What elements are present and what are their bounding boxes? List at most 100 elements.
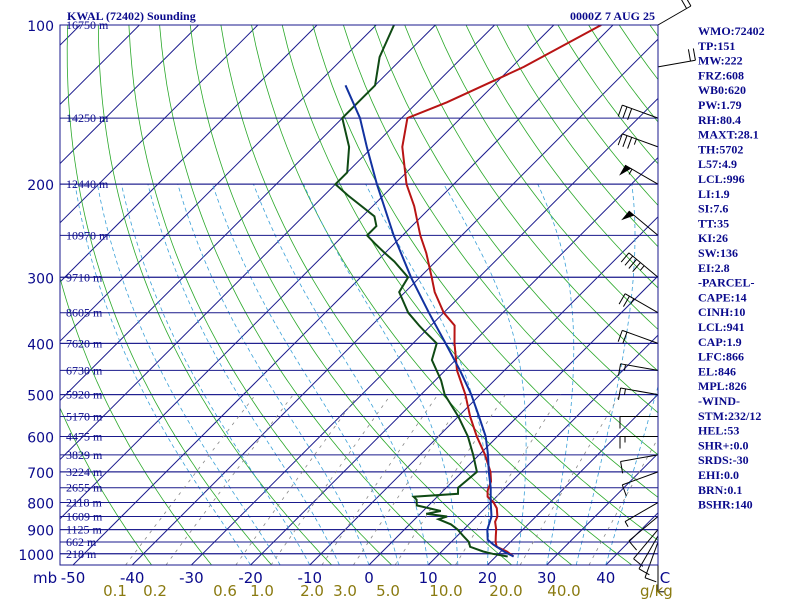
pressure-tick-label: 1000 bbox=[18, 548, 54, 564]
moist-adiabat-line bbox=[97, 184, 281, 565]
dry-adiabat-line bbox=[742, 25, 800, 565]
index-value: SI:7.6 bbox=[698, 202, 728, 216]
index-value: CINH:10 bbox=[698, 305, 745, 319]
dry-adiabat-line bbox=[220, 25, 573, 565]
wind-barb bbox=[617, 133, 659, 149]
mixing-ratio-tick-label: 1.0 bbox=[250, 582, 274, 600]
height-label: 5170 m bbox=[66, 410, 103, 424]
temperature-tick-label: 40 bbox=[596, 569, 615, 587]
isotherm-line bbox=[131, 38, 658, 565]
index-value: L57:4.9 bbox=[698, 157, 737, 171]
height-label: 5920 m bbox=[66, 388, 103, 402]
moist-adiabat-line bbox=[575, 184, 636, 565]
index-value: SRDS:-30 bbox=[698, 453, 749, 467]
dry-adiabat-line bbox=[66, 25, 272, 565]
index-value: -PARCEL- bbox=[698, 276, 754, 290]
wind-barb bbox=[619, 164, 659, 185]
isotherm-line bbox=[60, 25, 199, 165]
index-value: TH:5702 bbox=[698, 142, 743, 156]
sounding-traces bbox=[333, 25, 602, 558]
dry-adiabat-line bbox=[60, 276, 212, 565]
wind-barb bbox=[657, 48, 696, 68]
index-value: BRN:0.1 bbox=[698, 483, 742, 497]
wind-barb bbox=[657, 0, 692, 26]
mixing-ratio-tick-label: 0.6 bbox=[213, 582, 237, 600]
temperature-tick-label: -50 bbox=[61, 569, 86, 587]
wind-barb bbox=[619, 416, 658, 429]
pressure-tick-label: 900 bbox=[27, 524, 54, 540]
mixing-ratio-line bbox=[353, 394, 468, 565]
index-value: BSHR:140 bbox=[698, 498, 753, 512]
temperature-tick-label: -10 bbox=[298, 569, 323, 587]
temperature-tick-label: -30 bbox=[179, 569, 204, 587]
indices-panel: WMO:72402TP:151MW:222FRZ:608WB0:620PW:1.… bbox=[698, 24, 765, 512]
wind-barb bbox=[624, 502, 659, 527]
temperature-tick-label: 30 bbox=[537, 569, 556, 587]
isotherm-line bbox=[250, 156, 658, 565]
index-value: -WIND- bbox=[698, 394, 740, 408]
height-label: 4475 m bbox=[66, 429, 103, 443]
dry-adiabat-line bbox=[60, 406, 152, 565]
index-value: LI:1.9 bbox=[698, 187, 730, 201]
index-value: CAPE:14 bbox=[698, 290, 747, 304]
index-value: MPL:826 bbox=[698, 379, 747, 393]
moist-adiabat-line bbox=[537, 184, 575, 565]
isotherm-line bbox=[368, 275, 658, 565]
index-value: PW:1.79 bbox=[698, 98, 742, 112]
dry-adiabat-line bbox=[312, 25, 658, 498]
mixing-ratio-line bbox=[270, 394, 392, 565]
wind-barb bbox=[621, 471, 659, 497]
temperature-tick-label: 20 bbox=[478, 569, 497, 587]
mixing-ratio-tick-label: 5.0 bbox=[376, 582, 400, 600]
wind-barb bbox=[644, 541, 659, 583]
mixing-ratio-tick-label: 40.0 bbox=[547, 582, 580, 600]
index-value: EHI:0.0 bbox=[698, 468, 739, 482]
height-label: 9710 m bbox=[66, 270, 103, 284]
wind-barb bbox=[618, 387, 659, 400]
index-value: WB0:620 bbox=[698, 83, 746, 97]
pressure-tick-label: 800 bbox=[27, 497, 54, 513]
pressure-tick-label: 700 bbox=[27, 466, 54, 482]
dry-adiabat-line bbox=[404, 25, 658, 372]
mixing-ratio-tick-label: 0.2 bbox=[143, 582, 167, 600]
height-label: 218 m bbox=[66, 547, 97, 561]
dry-adiabat-line bbox=[557, 25, 658, 165]
dry-adiabat-line bbox=[97, 25, 332, 565]
wind-barbs bbox=[617, 0, 696, 593]
dry-adiabat-line bbox=[128, 25, 392, 565]
pressure-tick-label: 300 bbox=[27, 271, 54, 287]
isotherm-line bbox=[60, 25, 377, 342]
mixing-ratio-line bbox=[235, 394, 359, 565]
wind-barb bbox=[619, 435, 658, 449]
moist-adiabat-line bbox=[147, 184, 340, 565]
wind-barb bbox=[628, 516, 659, 551]
isotherm-line bbox=[0, 25, 21, 565]
temperature-tick-label: 0 bbox=[364, 569, 374, 587]
dry-adiabat-line bbox=[343, 25, 658, 456]
wind-barb bbox=[618, 363, 659, 376]
index-value: MAXT:28.1 bbox=[698, 128, 759, 142]
pressure-tick-label: 200 bbox=[27, 178, 54, 194]
moist-adiabat-line bbox=[212, 184, 399, 565]
index-value: RH:80.4 bbox=[698, 113, 741, 127]
dry-adiabat-line bbox=[189, 25, 513, 565]
dry-adiabat-line bbox=[159, 25, 453, 565]
index-value: EI:2.8 bbox=[698, 261, 730, 275]
moist-adiabat-line bbox=[121, 184, 311, 565]
height-label: 2118 m bbox=[66, 496, 103, 510]
gkg-unit-label: g/kg bbox=[640, 582, 673, 600]
index-value: HEL:53 bbox=[698, 424, 739, 438]
height-label: 2655 m bbox=[66, 481, 103, 495]
mixing-ratio-tick-label: 2.0 bbox=[300, 582, 324, 600]
height-label: 3829 m bbox=[66, 448, 103, 462]
isotherm-line bbox=[487, 393, 658, 565]
temperature-tick-label: -40 bbox=[120, 569, 145, 587]
moist-adiabat-line bbox=[177, 184, 370, 565]
chart-title: KWAL (72402) Sounding bbox=[67, 9, 196, 23]
index-value: SHR+:0.0 bbox=[698, 438, 749, 452]
isotherm-line bbox=[60, 25, 318, 283]
index-value: FRZ:608 bbox=[698, 68, 744, 82]
mixing-ratio-tick-label: 20.0 bbox=[489, 582, 522, 600]
moist-adiabat-line bbox=[443, 184, 527, 565]
